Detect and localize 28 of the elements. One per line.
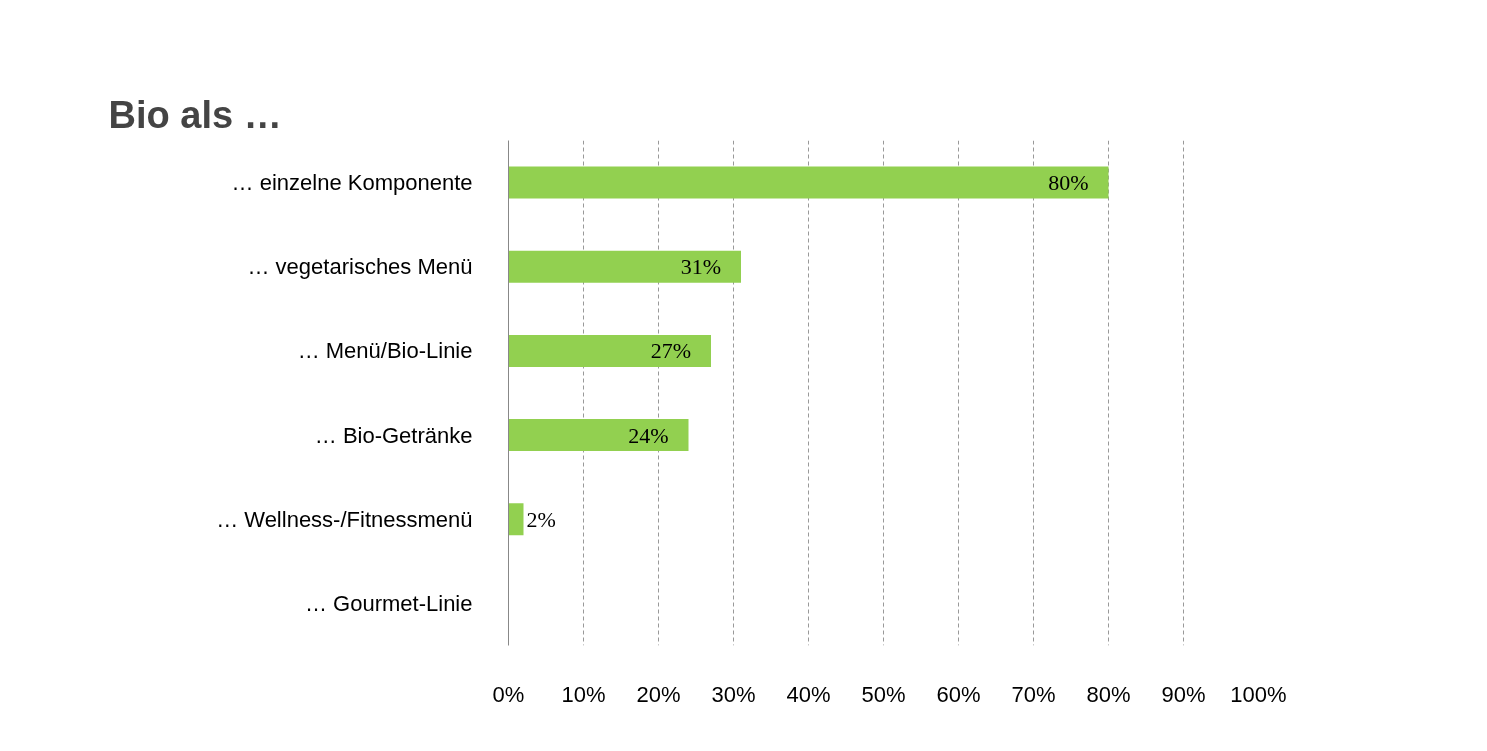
x-tick-label: 100% xyxy=(1230,681,1287,707)
x-tick-label: 40% xyxy=(786,681,831,707)
y-tick-label: … vegetarisches Menü xyxy=(247,254,473,280)
x-tick-label: 0% xyxy=(492,681,525,707)
bar xyxy=(508,503,524,536)
data-label: 24% xyxy=(628,422,669,448)
text: Bio als … xyxy=(108,93,282,136)
x-tick-label: 90% xyxy=(1161,681,1206,707)
bar xyxy=(508,250,741,283)
y-tick-label: … Bio-Getränke xyxy=(314,422,473,448)
x-tick-label: 10% xyxy=(561,681,606,707)
y-tick-label: … einzelne Komponente xyxy=(231,170,473,196)
data-label: 31% xyxy=(680,254,721,280)
x-tick-label: 50% xyxy=(861,681,906,707)
x-tick-label: 60% xyxy=(936,681,981,707)
y-tick-label: … Menü/Bio-Linie xyxy=(297,338,473,364)
bar xyxy=(508,334,711,367)
data-label: 2% xyxy=(526,506,556,532)
y-tick-label: … Wellness-/Fitnessmenü xyxy=(216,506,473,532)
y-tick-label: … Gourmet-Linie xyxy=(305,590,473,616)
x-tick-label: 80% xyxy=(1086,681,1131,707)
bar xyxy=(508,419,689,452)
x-tick-label: 20% xyxy=(636,681,681,707)
bar xyxy=(508,166,1109,199)
x-tick-label: 70% xyxy=(1011,681,1056,707)
data-label: 27% xyxy=(650,338,691,364)
x-tick-label: 30% xyxy=(711,681,756,707)
data-label: 80% xyxy=(1048,170,1089,196)
